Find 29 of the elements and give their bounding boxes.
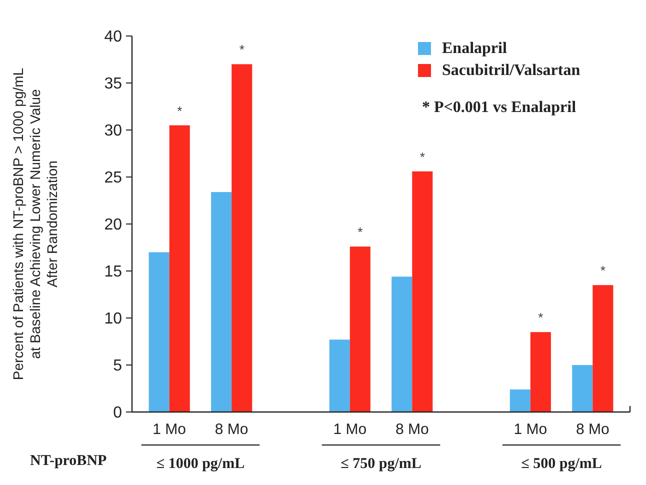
data-label: * (538, 310, 544, 326)
y-tick-label: 40 (104, 28, 122, 46)
text: ≤ 1000 pg/mL (156, 456, 245, 472)
data-label: * (239, 42, 244, 58)
data-label: * (177, 103, 182, 118)
x-tick-label: 1 Mo (333, 421, 367, 438)
data-label: * (358, 224, 363, 240)
y-tick-label: 0 (113, 404, 122, 422)
text: NT-proBNP (30, 453, 107, 469)
x-tick-label: 8 Mo (576, 421, 610, 438)
data-label: * (420, 149, 425, 164)
legend-label: Enalapril (442, 40, 508, 57)
x-tick-label: 8 Mo (395, 421, 429, 438)
legend-label: Sacubitril/Valsartan (442, 62, 580, 79)
y-tick-label: 10 (104, 310, 122, 328)
x-tick-label: 8 Mo (214, 421, 248, 438)
y-tick-label: 15 (104, 264, 122, 281)
data-label: * (600, 263, 606, 278)
text: ≤ 500 pg/mL (521, 456, 602, 472)
y-axis-title: Percent of Patients with NT-proBNP > 1000 pg/mL at Baseline Achieving Lower Numeric Value After Randomization (10, 68, 60, 380)
y-tick-label: 30 (104, 122, 122, 140)
x-tick-label: 1 Mo (514, 421, 548, 438)
y-tick-label: 20 (104, 216, 122, 234)
text: ≤ 750 pg/mL (340, 456, 422, 472)
x-tick-label: 1 Mo (152, 421, 186, 438)
y-tick-label: 5 (113, 358, 122, 375)
annotation: * P<0.001 vs Enalapril (422, 99, 577, 116)
y-tick-label: 25 (104, 170, 122, 187)
y-tick-label: 35 (104, 76, 122, 93)
